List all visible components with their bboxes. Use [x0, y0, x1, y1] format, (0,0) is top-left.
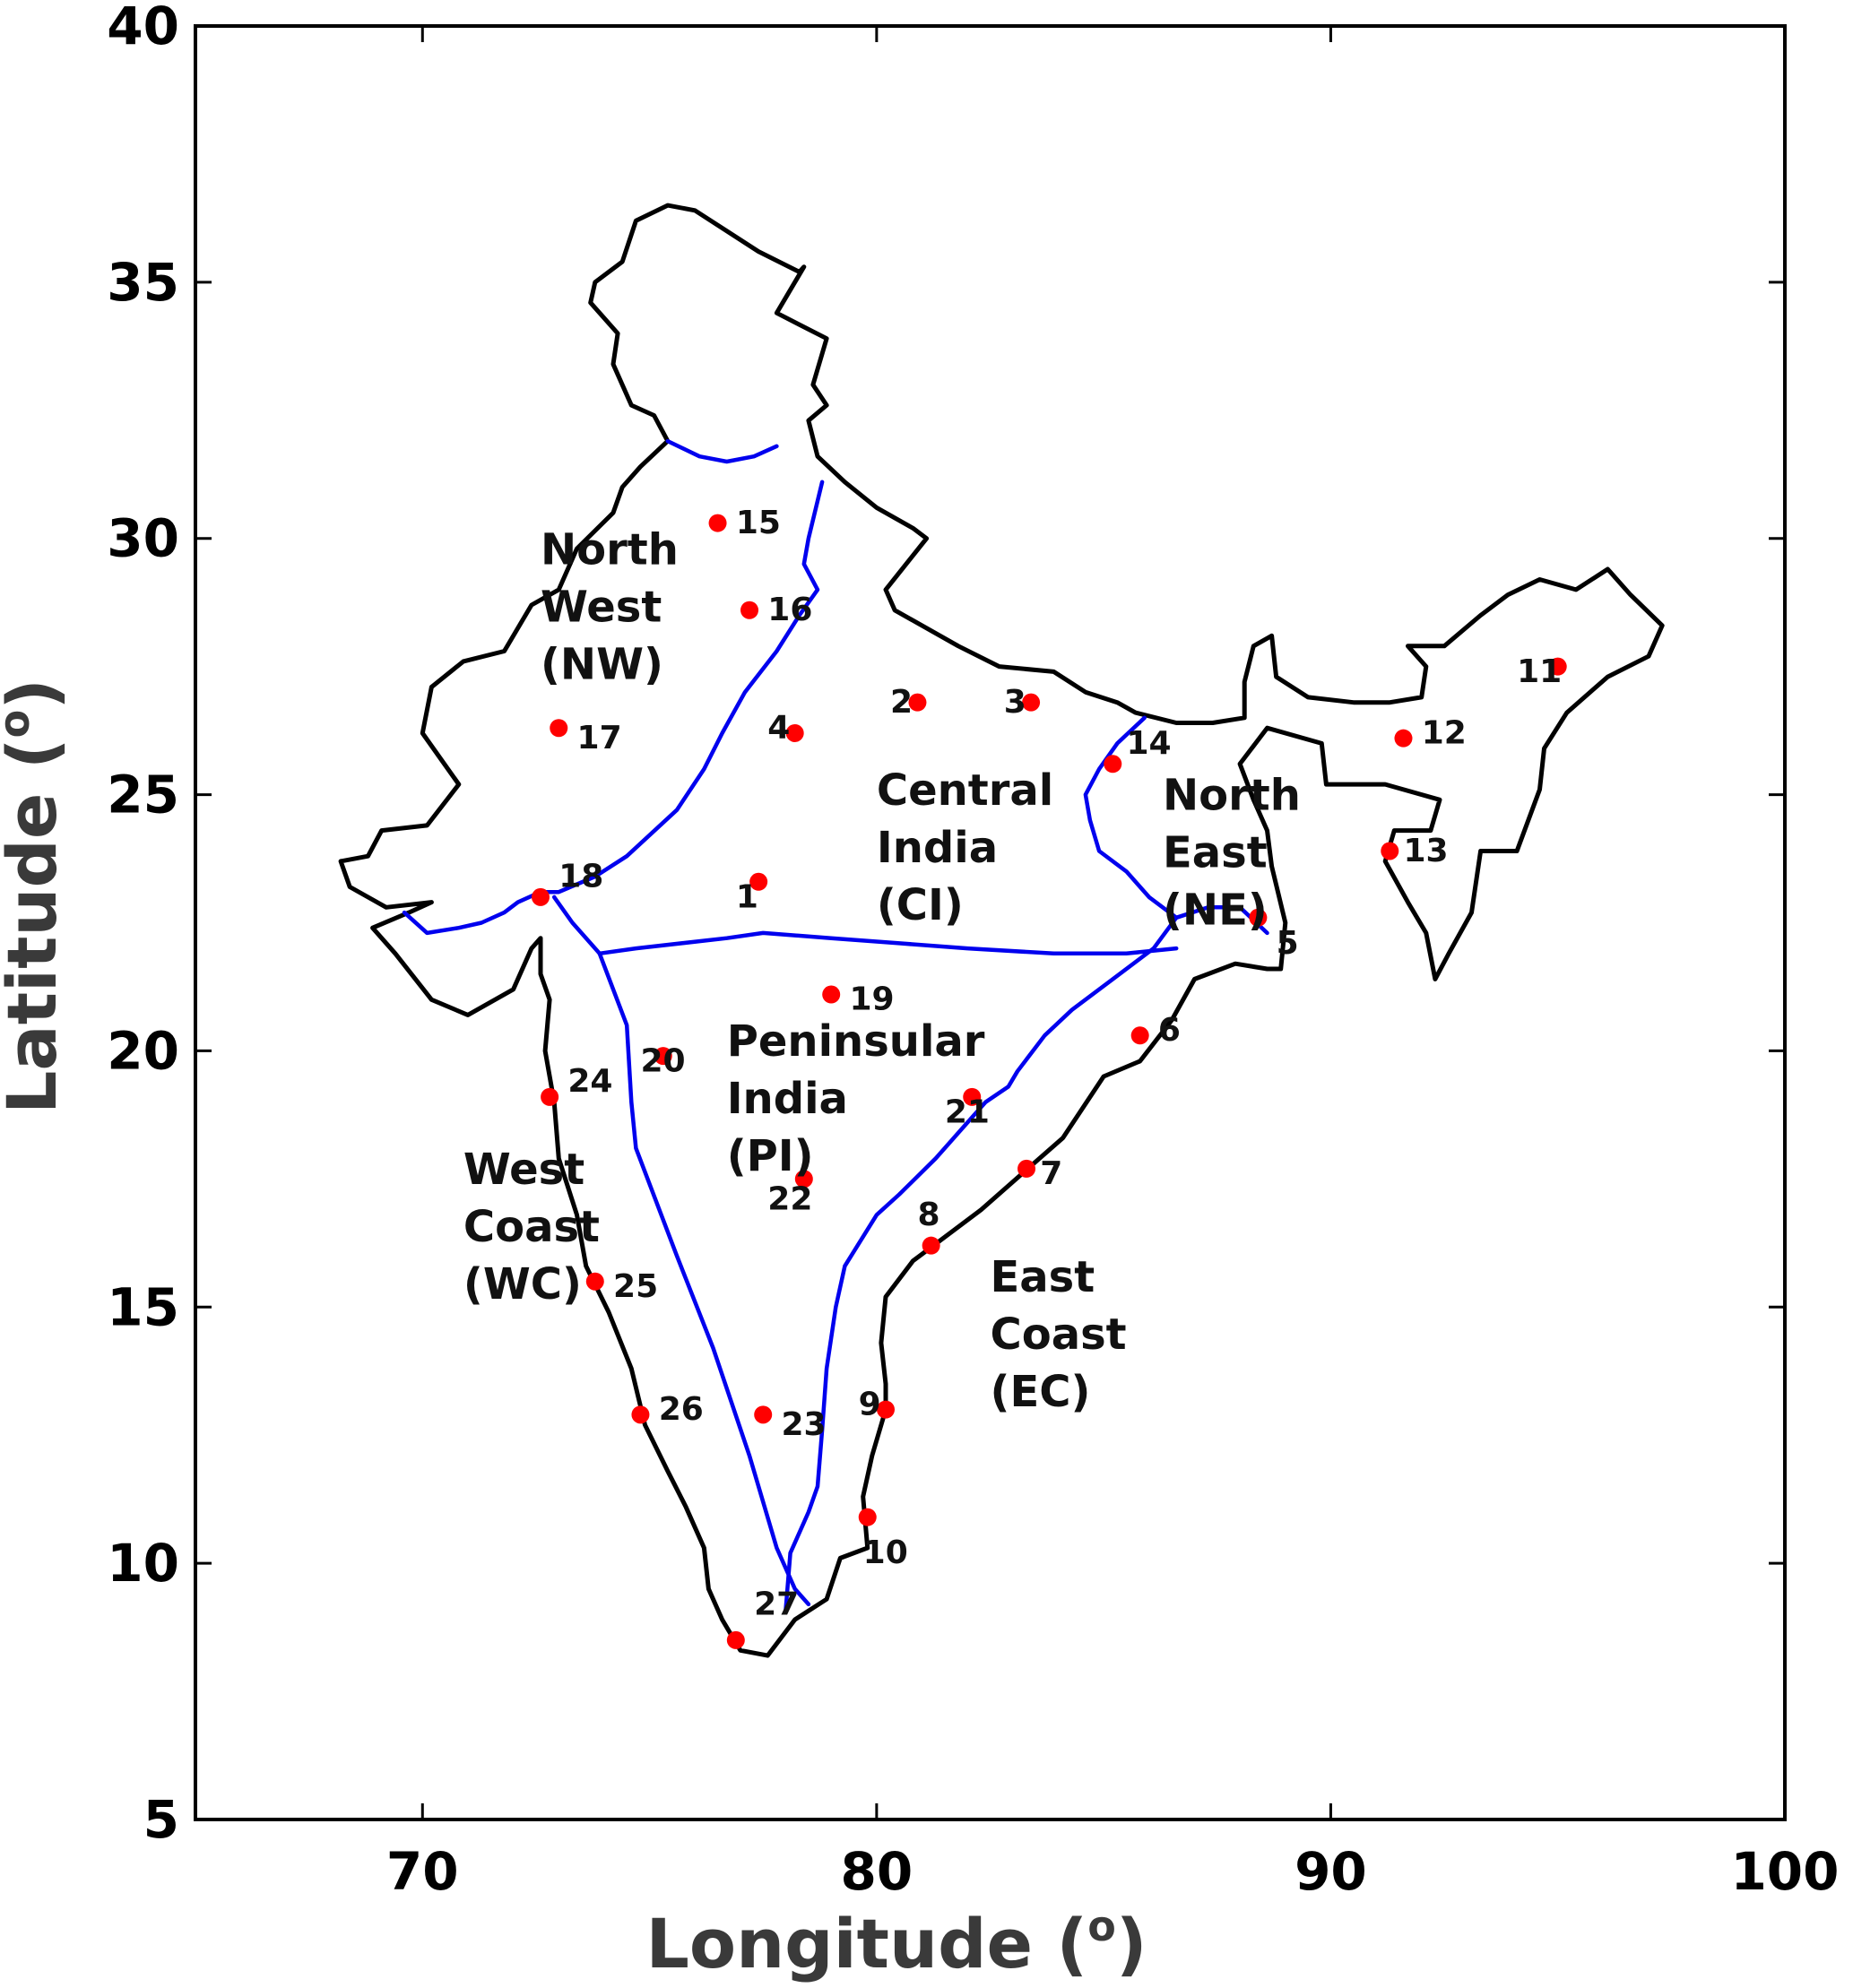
- region-boundary-3: [551, 895, 602, 956]
- station-label-11: 11: [1517, 653, 1562, 690]
- india-outline: [338, 203, 1665, 1658]
- region-boundary-7: [597, 951, 811, 1607]
- station-label-26: 26: [659, 1391, 704, 1428]
- region-label-5: West Coast (WC): [463, 1145, 600, 1309]
- station-marker-25: [585, 1272, 604, 1291]
- station-label-23: 23: [781, 1406, 826, 1443]
- station-marker-15: [708, 514, 727, 532]
- region-label-1: North West (NW): [541, 524, 679, 689]
- station-marker-27: [726, 1630, 745, 1649]
- region-label-4: Peninsular India (PI): [727, 1016, 985, 1181]
- stations: 12 34567891011121314151617181920212223242…: [531, 505, 1567, 1649]
- station-label-22: 22: [767, 1181, 812, 1218]
- station-marker-13: [1381, 842, 1399, 860]
- station-marker-16: [740, 601, 759, 619]
- india-border: [338, 203, 1665, 1658]
- region-boundary-8: [784, 915, 1179, 1612]
- station-marker-2: [908, 693, 927, 712]
- station-marker-22: [794, 1170, 813, 1188]
- station-label-19: 19: [849, 981, 894, 1018]
- station-marker-19: [822, 985, 841, 1004]
- station-marker-1: [749, 872, 768, 891]
- x-tick-label-90: 90: [1295, 1841, 1367, 1902]
- station-label-12: 12: [1422, 714, 1467, 751]
- station-label-25: 25: [613, 1268, 658, 1305]
- station-marker-7: [1017, 1159, 1036, 1178]
- x-tick-label-70: 70: [386, 1841, 459, 1902]
- station-label-8: 8: [917, 1197, 939, 1233]
- region-label-3: North East (NE): [1163, 771, 1301, 936]
- station-marker-9: [876, 1400, 895, 1419]
- station-label-18: 18: [558, 858, 603, 895]
- station-label-2: 2: [890, 684, 913, 721]
- x-tick-label-80: 80: [840, 1841, 913, 1902]
- y-tick-label-5: 5: [143, 1789, 179, 1850]
- y-tick-label-30: 30: [107, 508, 179, 569]
- station-label-24: 24: [567, 1063, 612, 1100]
- region-labels: North West (NW) Central India (CI) North East (N…: [463, 524, 1301, 1417]
- station-label-5: 5: [1277, 925, 1299, 962]
- station-label-27: 27: [754, 1586, 799, 1622]
- x-axis-title: Longitude (o): [645, 1902, 1147, 1984]
- station-label-1: 1: [736, 878, 758, 915]
- station-marker-10: [858, 1508, 877, 1526]
- station-label-7: 7: [1040, 1155, 1062, 1192]
- plot-frame: [194, 24, 1787, 1821]
- y-tick-label-40: 40: [107, 0, 179, 56]
- station-marker-14: [1104, 755, 1122, 774]
- station-marker-3: [1022, 693, 1041, 712]
- region-boundary-2: [402, 480, 825, 936]
- y-tick-label-35: 35: [107, 252, 179, 313]
- station-label-16: 16: [767, 592, 812, 628]
- station-label-13: 13: [1403, 833, 1448, 869]
- region-label-6: East Coast (EC): [991, 1252, 1127, 1417]
- station-marker-24: [541, 1087, 559, 1106]
- y-tick-label-25: 25: [107, 765, 179, 825]
- station-label-3: 3: [1004, 684, 1026, 721]
- station-label-15: 15: [736, 505, 781, 541]
- region-boundary-1: [665, 438, 779, 464]
- station-label-14: 14: [1126, 725, 1171, 762]
- y-tick-label-20: 20: [107, 1020, 179, 1081]
- station-marker-8: [922, 1236, 940, 1255]
- y-axis-title: Latitude (o): [0, 679, 72, 1114]
- station-label-21: 21: [945, 1093, 990, 1130]
- y-tick-label-15: 15: [107, 1276, 179, 1337]
- region-label-2: Central India (CI): [877, 765, 1053, 930]
- station-label-9: 9: [859, 1386, 881, 1422]
- region-boundary-5: [1083, 715, 1179, 921]
- station-marker-11: [1548, 657, 1567, 676]
- station-label-6: 6: [1158, 1012, 1181, 1049]
- station-marker-26: [631, 1405, 650, 1424]
- station-marker-5: [1249, 908, 1268, 927]
- region-boundaries: [402, 438, 1269, 1612]
- station-label-20: 20: [640, 1042, 685, 1079]
- station-marker-17: [550, 719, 568, 738]
- station-marker-20: [654, 1047, 672, 1066]
- station-marker-12: [1394, 729, 1413, 748]
- station-marker-21: [963, 1087, 982, 1106]
- station-label-17: 17: [577, 720, 622, 756]
- y-tick-label-10: 10: [107, 1533, 179, 1594]
- station-marker-6: [1130, 1026, 1149, 1045]
- region-boundary-4: [597, 930, 1179, 956]
- station-label-4: 4: [767, 710, 790, 747]
- station-marker-4: [785, 723, 804, 742]
- station-marker-23: [754, 1405, 773, 1424]
- station-label-10: 10: [863, 1534, 908, 1571]
- station-marker-18: [531, 887, 550, 906]
- x-tick-label-100: 100: [1730, 1841, 1839, 1902]
